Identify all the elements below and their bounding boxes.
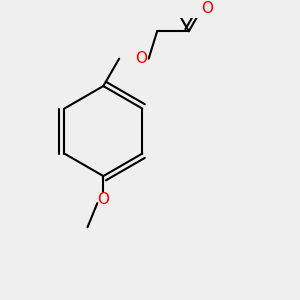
Text: O: O (135, 51, 147, 66)
Text: O: O (201, 2, 213, 16)
Text: O: O (97, 192, 109, 207)
